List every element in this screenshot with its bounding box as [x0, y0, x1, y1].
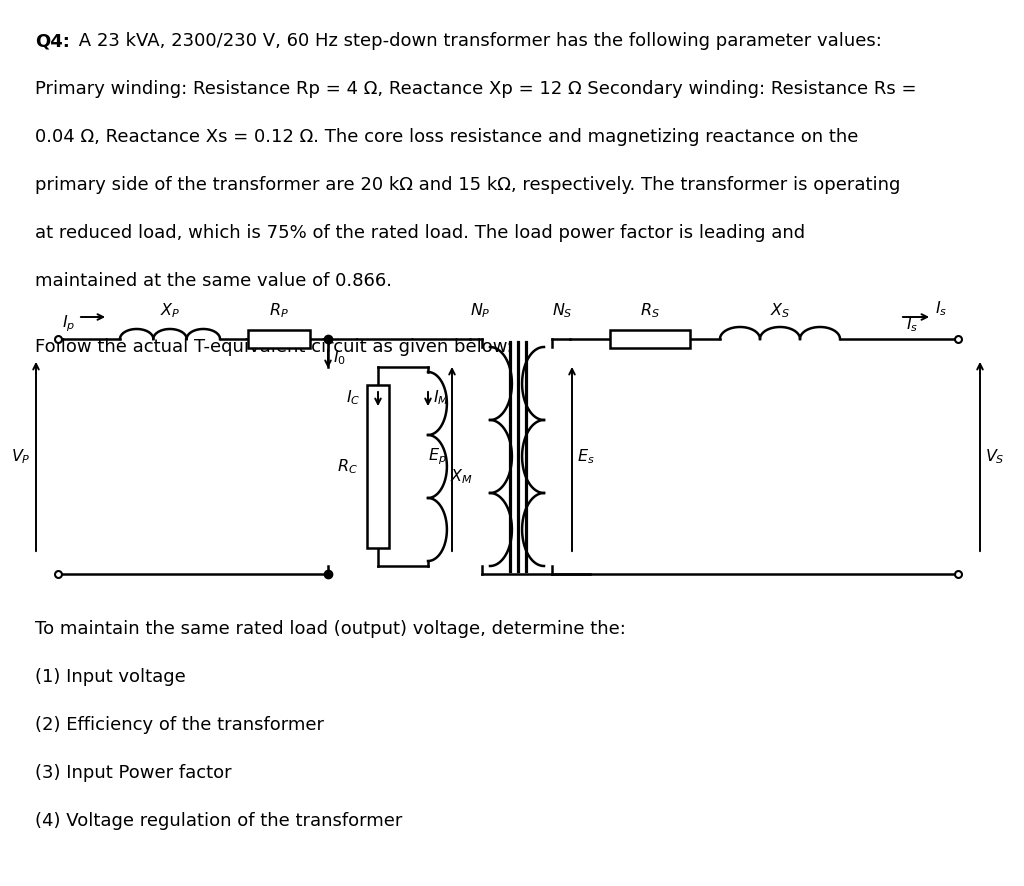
Text: $R_P$: $R_P$	[269, 301, 289, 320]
Text: $E_p$: $E_p$	[428, 447, 447, 467]
Text: $I_0$: $I_0$	[333, 348, 346, 367]
Text: $I_C$: $I_C$	[346, 388, 360, 407]
Text: $X_P$: $X_P$	[160, 301, 180, 320]
Text: $I_M$: $I_M$	[433, 388, 449, 407]
Text: $V_S$: $V_S$	[985, 447, 1005, 466]
Text: $E_s$: $E_s$	[577, 447, 595, 466]
Text: $X_S$: $X_S$	[770, 301, 791, 320]
Text: $I_p$: $I_p$	[62, 313, 76, 334]
Text: maintained at the same value of 0.866.: maintained at the same value of 0.866.	[35, 272, 392, 290]
Text: $R_S$: $R_S$	[640, 301, 659, 320]
Text: $N_S$: $N_S$	[552, 301, 572, 320]
Text: (4) Voltage regulation of the transformer: (4) Voltage regulation of the transforme…	[35, 811, 402, 829]
Bar	[367, 385, 389, 548]
Text: at reduced load, which is 75% of the rated load. The load power factor is leadin: at reduced load, which is 75% of the rat…	[35, 224, 805, 242]
Text: (2) Efficiency of the transformer: (2) Efficiency of the transformer	[35, 715, 324, 734]
Text: Primary winding: Resistance Rp = 4 Ω, Reactance Xp = 12 Ω Secondary winding: Res: Primary winding: Resistance Rp = 4 Ω, Re…	[35, 80, 916, 97]
Text: 0.04 Ω, Reactance Xs = 0.12 Ω. The core loss resistance and magnetizing reactanc: 0.04 Ω, Reactance Xs = 0.12 Ω. The core …	[35, 128, 858, 146]
Text: $I_s$: $I_s$	[906, 315, 919, 334]
Text: (3) Input Power factor: (3) Input Power factor	[35, 763, 231, 781]
Text: Q4:: Q4:	[35, 32, 70, 50]
Bar	[248, 330, 310, 348]
Text: (1) Input voltage: (1) Input voltage	[35, 667, 185, 685]
Text: $V_P$: $V_P$	[11, 447, 31, 466]
Text: To maintain the same rated load (output) voltage, determine the:: To maintain the same rated load (output)…	[35, 619, 626, 637]
Text: primary side of the transformer are 20 kΩ and 15 kΩ, respectively. The transform: primary side of the transformer are 20 k…	[35, 175, 900, 194]
Bar	[610, 330, 690, 348]
Text: $I_s$: $I_s$	[935, 299, 947, 318]
Text: Follow the actual T-equivalent circuit as given below:: Follow the actual T-equivalent circuit a…	[35, 338, 513, 355]
Text: A 23 kVA, 2300/230 V, 60 Hz step-down transformer has the following parameter va: A 23 kVA, 2300/230 V, 60 Hz step-down tr…	[73, 32, 882, 50]
Text: $N_P$: $N_P$	[470, 301, 490, 320]
Text: $X_M$: $X_M$	[450, 467, 473, 486]
Text: $R_C$: $R_C$	[337, 457, 358, 476]
